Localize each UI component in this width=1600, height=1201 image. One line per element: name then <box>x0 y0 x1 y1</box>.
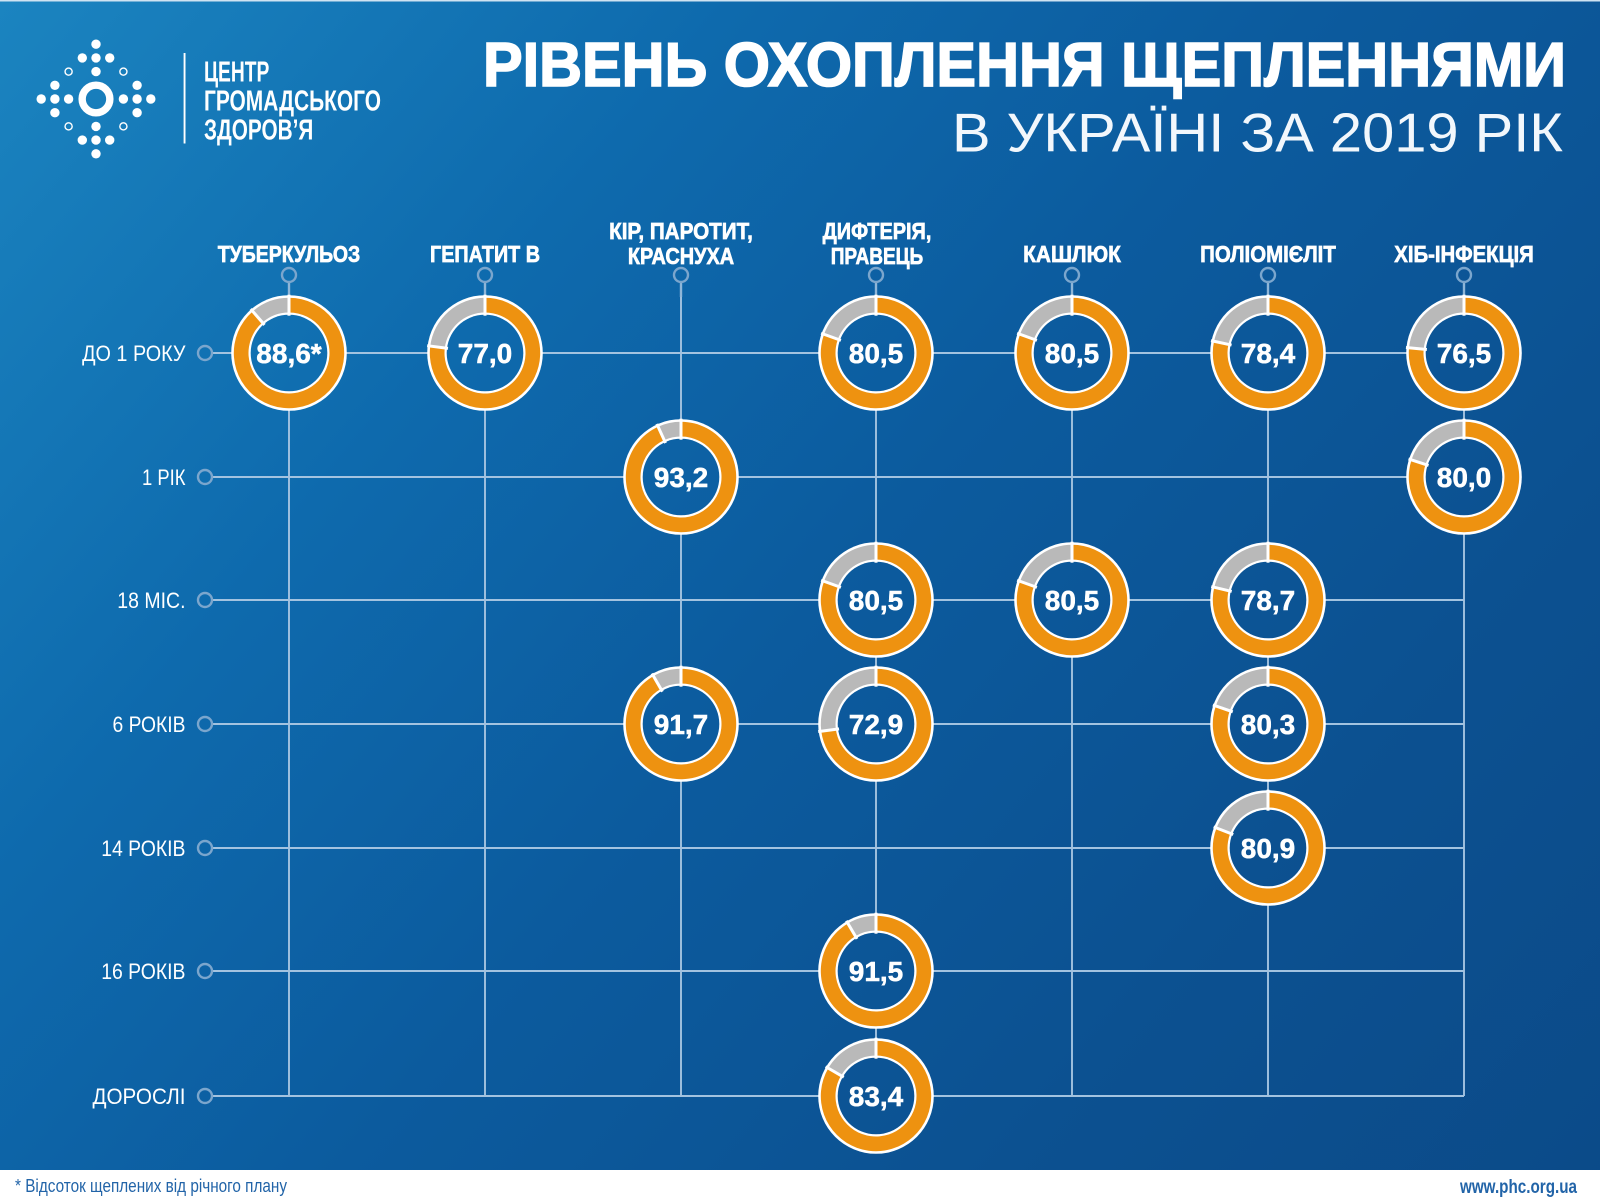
svg-text:14 РОКІВ: 14 РОКІВ <box>101 836 185 861</box>
svg-text:18 МІС.: 18 МІС. <box>117 588 185 613</box>
svg-text:78,7: 78,7 <box>1241 585 1296 616</box>
svg-text:ГРОМАДСЬКОГО: ГРОМАДСЬКОГО <box>204 86 381 118</box>
svg-text:72,9: 72,9 <box>849 709 904 740</box>
svg-text:6 РОКІВ: 6 РОКІВ <box>113 712 186 737</box>
svg-text:80,5: 80,5 <box>1045 338 1100 369</box>
svg-text:80,5: 80,5 <box>849 338 904 369</box>
svg-text:93,2: 93,2 <box>654 462 709 493</box>
svg-text:80,0: 80,0 <box>1437 462 1492 493</box>
svg-text:76,5: 76,5 <box>1437 338 1492 369</box>
svg-text:88,6*: 88,6* <box>256 338 321 369</box>
svg-text:ДО 1 РОКУ: ДО 1 РОКУ <box>82 341 186 366</box>
svg-text:80,9: 80,9 <box>1241 833 1296 864</box>
svg-text:ТУБЕРКУЛЬОЗ: ТУБЕРКУЛЬОЗ <box>218 241 361 267</box>
svg-text:* Відсоток щеплених від річног: * Відсоток щеплених від річного плану <box>15 1176 287 1196</box>
svg-text:ПОЛІОМІЄЛІТ: ПОЛІОМІЄЛІТ <box>1200 241 1336 267</box>
svg-text:1 РІК: 1 РІК <box>142 465 186 490</box>
svg-text:ХІБ-ІНФЕКЦІЯ: ХІБ-ІНФЕКЦІЯ <box>1394 241 1534 267</box>
svg-text:ДОРОСЛІ: ДОРОСЛІ <box>93 1084 186 1109</box>
svg-text:РІВЕНЬ ОХОПЛЕННЯ ЩЕПЛЕННЯМИ: РІВЕНЬ ОХОПЛЕННЯ ЩЕПЛЕННЯМИ <box>483 31 1566 100</box>
svg-text:80,5: 80,5 <box>1045 585 1100 616</box>
svg-text:ЦЕНТР: ЦЕНТР <box>204 57 269 89</box>
svg-text:78,4: 78,4 <box>1241 338 1296 369</box>
svg-text:ДИФТЕРІЯ,: ДИФТЕРІЯ, <box>823 218 932 244</box>
svg-text:80,5: 80,5 <box>849 585 904 616</box>
svg-text:77,0: 77,0 <box>458 338 513 369</box>
svg-text:КАШЛЮК: КАШЛЮК <box>1023 241 1122 267</box>
svg-text:В УКРАЇНІ ЗА 2019 РІК: В УКРАЇНІ ЗА 2019 РІК <box>952 102 1563 164</box>
svg-text:ЗДОРОВ’Я: ЗДОРОВ’Я <box>204 115 313 147</box>
svg-text:91,7: 91,7 <box>654 709 709 740</box>
svg-text:КІР, ПАРОТИТ,: КІР, ПАРОТИТ, <box>609 218 753 244</box>
svg-text:ГЕПАТИТ В: ГЕПАТИТ В <box>430 241 540 267</box>
svg-text:16 РОКІВ: 16 РОКІВ <box>101 959 185 984</box>
svg-text:91,5: 91,5 <box>849 956 904 987</box>
svg-text:ПРАВЕЦЬ: ПРАВЕЦЬ <box>831 243 924 269</box>
svg-text:83,4: 83,4 <box>849 1081 904 1112</box>
svg-text:КРАСНУХА: КРАСНУХА <box>628 243 734 269</box>
svg-text:www.phc.org.ua: www.phc.org.ua <box>1459 1177 1577 1198</box>
svg-text:80,3: 80,3 <box>1241 709 1296 740</box>
